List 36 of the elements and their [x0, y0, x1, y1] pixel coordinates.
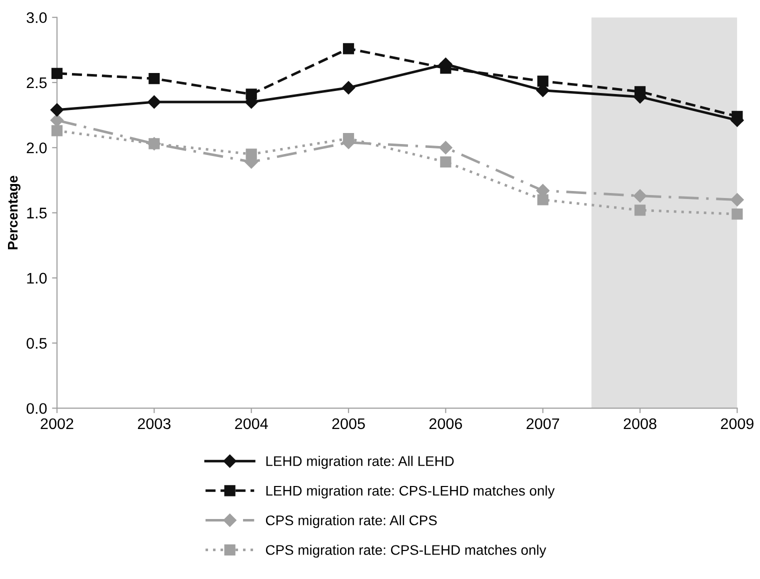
x-tick-label: 2009 — [720, 418, 754, 430]
point — [50, 103, 64, 116]
point — [50, 114, 64, 127]
point — [51, 125, 63, 136]
legend-label: LEHD migration rate: All LEHD — [266, 456, 454, 469]
point — [537, 194, 548, 206]
y-tick-label: 1.5 — [27, 208, 47, 218]
y-tick-label: 3.0 — [26, 12, 47, 24]
legend-label: CPS migration rate: CPS-LEHD matches only — [266, 544, 546, 558]
y-tick-label: 2.0 — [26, 142, 47, 154]
y-tick-label: 0.5 — [26, 338, 47, 349]
point — [51, 68, 63, 79]
point — [342, 43, 354, 54]
y-axis-title: Percentage — [8, 176, 20, 250]
legend-label: LEHD migration rate: CPS-LEHD matches only — [266, 485, 555, 498]
point — [148, 95, 161, 109]
point — [634, 204, 646, 216]
y-tick-label: 0.0 — [26, 403, 47, 414]
x-tick-label: 2002 — [40, 418, 74, 430]
x-tick-label: 2007 — [526, 418, 560, 430]
point — [440, 156, 452, 168]
y-tick-label: 2.5 — [26, 77, 47, 88]
y-tick-label: 1.0 — [27, 272, 47, 284]
point — [633, 189, 647, 202]
legend-label: CPS migration rate: All CPS — [266, 515, 437, 528]
x-tick-label: 2004 — [235, 418, 268, 430]
point — [537, 76, 548, 87]
point — [732, 208, 743, 220]
x-tick-label: 2006 — [429, 418, 462, 430]
x-tick-label: 2003 — [138, 418, 170, 430]
point — [342, 81, 356, 94]
point — [730, 193, 744, 206]
x-tick-label: 2005 — [332, 418, 365, 430]
point — [439, 141, 452, 154]
x-tick-label: 2008 — [624, 418, 656, 430]
point — [148, 73, 160, 84]
